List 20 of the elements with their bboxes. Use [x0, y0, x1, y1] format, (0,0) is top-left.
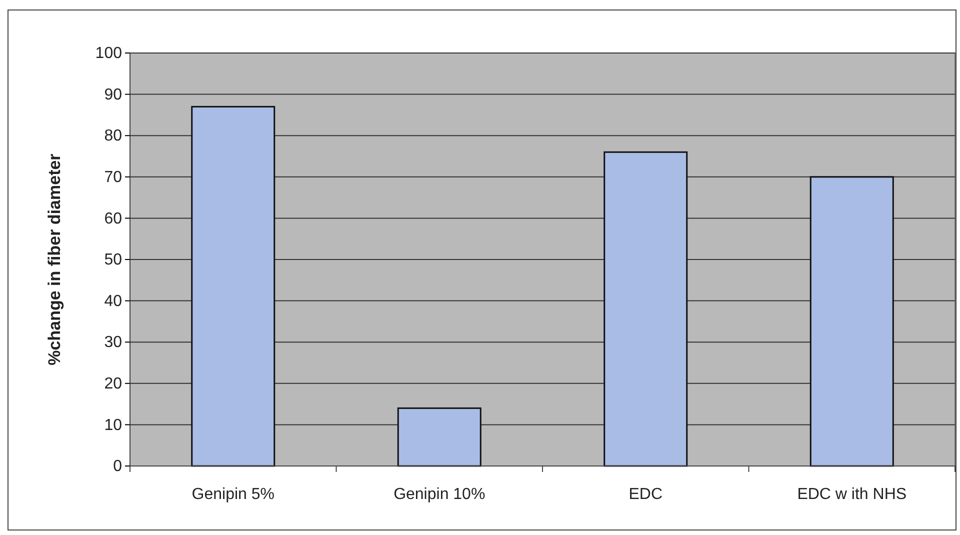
y-tick-label: 20 [104, 376, 122, 393]
y-tick-label: 90 [104, 86, 122, 104]
y-tick-label: 30 [104, 334, 122, 352]
x-tick-label: Genipin 5% [192, 486, 274, 503]
y-tick-label: 50 [104, 252, 122, 269]
x-tick-label: Genipin 10% [394, 486, 486, 503]
y-tick-label: 60 [104, 210, 122, 228]
bar [604, 151, 688, 467]
bar [191, 106, 276, 467]
bar [810, 176, 894, 467]
y-tick-label: 80 [104, 128, 122, 145]
y-tick-label: 0 [113, 458, 122, 476]
y-tick-label: 40 [104, 292, 122, 310]
y-tick-label: 10 [104, 416, 122, 434]
y-axis-title: %change in fiber diameter [45, 153, 64, 366]
x-tick-label: EDC [628, 486, 663, 503]
x-tick-label: EDC w ith NHS [797, 486, 907, 503]
y-tick-label: 100 [95, 45, 122, 62]
bar [397, 407, 482, 467]
y-tick-label: 70 [104, 169, 122, 186]
